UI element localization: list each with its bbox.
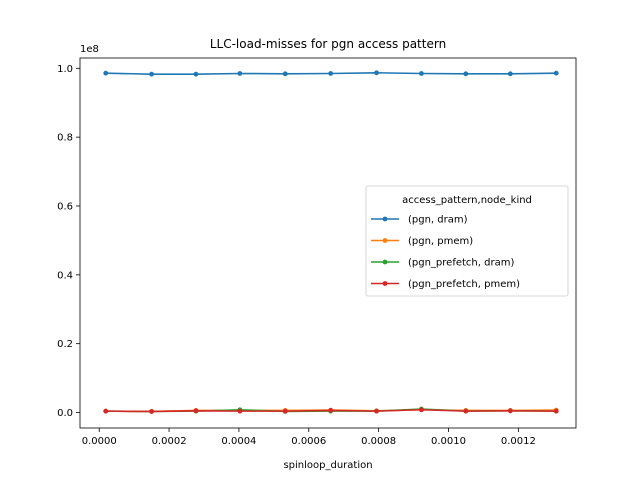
legend-entry-label: (pgn_prefetch, pmem)	[408, 279, 520, 290]
x-tick-label: 0.0012	[501, 436, 536, 447]
y-tick-label: 0.8	[57, 133, 73, 144]
data-point	[374, 70, 379, 76]
legend-box	[365, 185, 569, 297]
y-tick-label: 0.2	[57, 339, 73, 350]
x-axis-ticks: 0.0000 0.0002 0.0004 0.0006 0.0008 0.0010 0.00…	[82, 428, 536, 447]
x-tick-label: 0.0006	[291, 436, 326, 447]
legend-swatch-marker	[382, 216, 388, 222]
y-axis-ticks: 0.0 0.2 0.4 0.6 0.8 1.0	[57, 64, 80, 419]
legend-entry-label: (pgn, pmem)	[408, 236, 473, 247]
data-point	[149, 409, 154, 414]
legend-swatch-marker	[382, 259, 388, 265]
x-tick-label: 0.0008	[361, 436, 396, 447]
legend: access_pattern,node_kind (pgn, dram)(pgn…	[365, 185, 569, 297]
y-tick-label: 0.0	[57, 408, 73, 419]
legend-entry-label: (pgn_prefetch, dram)	[408, 258, 514, 269]
legend-swatch-marker	[382, 281, 388, 286]
series-layer	[103, 70, 559, 414]
data-point	[237, 408, 243, 414]
data-point	[282, 408, 288, 414]
data-point	[193, 408, 199, 414]
data-point	[328, 71, 334, 76]
y-tick-label: 0.6	[57, 202, 73, 213]
legend-entry-label: (pgn, dram)	[408, 215, 468, 226]
data-point	[193, 71, 199, 77]
data-point	[419, 71, 424, 76]
data-point	[328, 408, 334, 413]
data-point	[374, 408, 379, 414]
plot-frame	[79, 57, 577, 429]
data-point	[463, 408, 469, 414]
legend-title: access_pattern,node_kind	[402, 195, 532, 206]
data-point	[463, 71, 469, 77]
legend-swatch-marker	[382, 238, 388, 243]
data-point	[103, 408, 109, 414]
chart-title: LLC-load-misses for pgn access pattern	[210, 37, 446, 51]
y-tick-label: 0.4	[57, 270, 73, 281]
x-axis-label: spinloop_duration	[283, 460, 372, 471]
y-offset-label: 1e8	[80, 44, 99, 55]
data-point	[507, 408, 513, 414]
series-pgn-dram	[103, 70, 559, 77]
x-tick-label: 0.0002	[152, 436, 187, 447]
data-point	[553, 408, 559, 414]
data-point	[103, 70, 109, 76]
data-point	[553, 70, 559, 76]
x-tick-label: 0.0000	[82, 436, 117, 447]
x-tick-label: 0.0010	[431, 436, 466, 447]
x-tick-label: 0.0004	[221, 436, 256, 447]
data-point	[237, 71, 243, 76]
y-tick-label: 1.0	[57, 64, 73, 75]
data-point	[149, 71, 154, 77]
data-point	[507, 71, 513, 77]
legend-entries: (pgn, dram) (pgn, pmem) (pgn_prefetch, dra…	[371, 215, 520, 290]
series-pgn-prefetch-pmem	[103, 407, 559, 414]
data-point	[419, 407, 424, 413]
data-point	[282, 71, 288, 77]
